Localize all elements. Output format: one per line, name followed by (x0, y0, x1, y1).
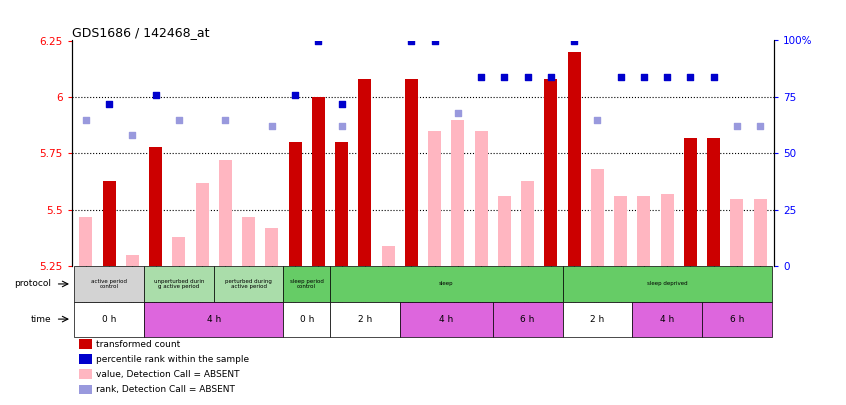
Bar (638, 196, 651, 266)
Bar (144, 302, 283, 337)
Bar (591, 169, 604, 266)
Point (172, 116, 185, 123)
Text: sleep: sleep (439, 281, 453, 286)
Point (591, 116, 604, 123)
Bar (79, 354, 91, 364)
Point (568, 37, 581, 44)
Point (335, 123, 349, 130)
Point (404, 37, 418, 44)
Point (265, 123, 278, 130)
Text: 2 h: 2 h (358, 315, 372, 324)
Bar (754, 198, 766, 266)
Bar (400, 302, 492, 337)
Bar (563, 266, 772, 302)
Bar (74, 266, 144, 302)
Bar (428, 131, 441, 266)
Bar (102, 181, 116, 266)
Bar (288, 142, 301, 266)
Bar (545, 79, 558, 266)
Text: protocol: protocol (14, 279, 51, 288)
Bar (283, 266, 330, 302)
Text: percentile rank within the sample: percentile rank within the sample (96, 355, 250, 364)
Point (614, 73, 628, 80)
Point (754, 123, 767, 130)
Point (475, 73, 488, 80)
Point (218, 116, 232, 123)
Bar (74, 302, 144, 337)
Bar (266, 228, 278, 266)
Text: sleep period
control: sleep period control (290, 279, 324, 289)
Text: active period
control: active period control (91, 279, 127, 289)
Bar (614, 196, 627, 266)
Text: 0 h: 0 h (299, 315, 314, 324)
Text: 2 h: 2 h (591, 315, 605, 324)
Bar (707, 138, 720, 266)
Point (730, 123, 744, 130)
Bar (492, 302, 563, 337)
Text: value, Detection Call = ABSENT: value, Detection Call = ABSENT (96, 370, 240, 379)
Bar (126, 255, 139, 266)
Bar (312, 97, 325, 266)
Text: 6 h: 6 h (730, 315, 744, 324)
Point (79, 116, 92, 123)
Text: unperturbed durin
g active period: unperturbed durin g active period (154, 279, 204, 289)
Bar (283, 302, 330, 337)
Text: 4 h: 4 h (660, 315, 674, 324)
Bar (405, 79, 418, 266)
Bar (219, 160, 232, 266)
Text: transformed count: transformed count (96, 340, 181, 349)
Text: 4 h: 4 h (439, 315, 453, 324)
Bar (79, 369, 91, 379)
Point (544, 73, 558, 80)
Text: 6 h: 6 h (520, 315, 535, 324)
Bar (214, 266, 283, 302)
Bar (563, 302, 632, 337)
Bar (79, 385, 91, 394)
Point (707, 73, 721, 80)
Point (521, 73, 535, 80)
Bar (661, 194, 673, 266)
Bar (330, 266, 563, 302)
Point (311, 37, 325, 44)
Bar (359, 79, 371, 266)
Point (661, 73, 674, 80)
Point (497, 73, 511, 80)
Bar (702, 302, 772, 337)
Point (428, 37, 442, 44)
Bar (330, 302, 400, 337)
Bar (173, 237, 185, 266)
Text: perturbed during
active period: perturbed during active period (225, 279, 272, 289)
Text: rank, Detection Call = ABSENT: rank, Detection Call = ABSENT (96, 385, 235, 394)
Bar (144, 266, 214, 302)
Bar (335, 142, 348, 266)
Text: 0 h: 0 h (102, 315, 116, 324)
Bar (149, 147, 162, 266)
Point (288, 92, 302, 98)
Bar (382, 246, 394, 266)
Bar (498, 196, 511, 266)
Text: sleep deprived: sleep deprived (647, 281, 688, 286)
Point (149, 92, 162, 98)
Bar (79, 339, 91, 349)
Point (335, 100, 349, 107)
Point (451, 109, 464, 116)
Bar (475, 131, 487, 266)
Bar (684, 138, 697, 266)
Bar (452, 119, 464, 266)
Text: time: time (30, 315, 51, 324)
Point (637, 73, 651, 80)
Point (125, 132, 139, 139)
Bar (521, 181, 534, 266)
Bar (195, 183, 208, 266)
Bar (632, 302, 702, 337)
Text: GDS1686 / 142468_at: GDS1686 / 142468_at (72, 26, 210, 39)
Bar (80, 217, 92, 266)
Point (684, 73, 697, 80)
Bar (568, 52, 580, 266)
Bar (242, 217, 255, 266)
Bar (730, 198, 744, 266)
Text: 4 h: 4 h (206, 315, 221, 324)
Point (102, 100, 116, 107)
